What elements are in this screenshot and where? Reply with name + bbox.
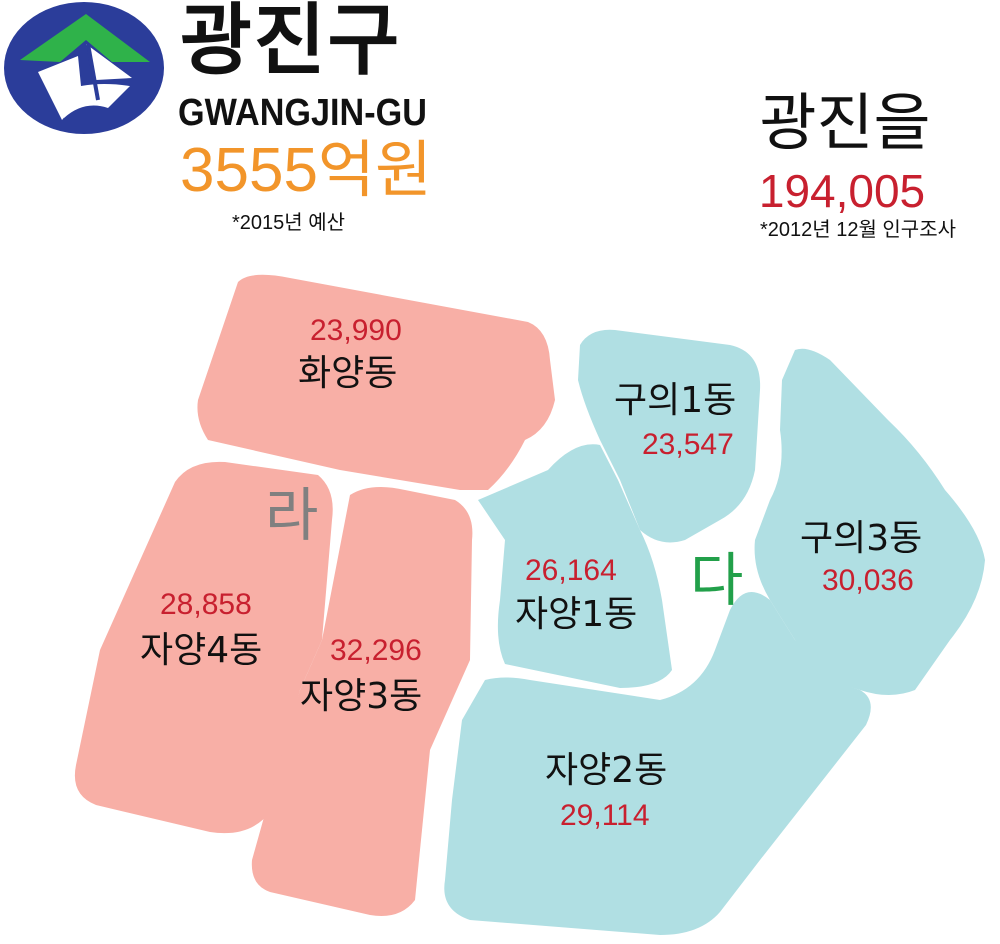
population-jayang1-dong: 26,164 xyxy=(525,554,617,587)
label-jayang3-dong: 자양3동 xyxy=(300,676,422,717)
population-guui3-dong: 30,036 xyxy=(822,564,914,597)
region-jayang4-dong[interactable] xyxy=(74,461,333,834)
region-jayang1-dong[interactable] xyxy=(478,444,672,688)
population-jayang3-dong: 32,296 xyxy=(330,634,422,667)
label-jayang4-dong: 자양4동 xyxy=(140,630,262,671)
label-hwayang-dong: 화양동 xyxy=(298,353,397,394)
budget-note: *2015년 예산 xyxy=(232,212,346,234)
population-note: *2012년 12월 인구조사 xyxy=(759,219,957,241)
region-hwayang-dong[interactable] xyxy=(197,274,555,490)
population-jayang2-dong: 29,114 xyxy=(560,799,650,832)
budget-amount: 3555억원 xyxy=(180,136,433,205)
electoral-district-population: 194,005 xyxy=(758,165,926,217)
population-guui1-dong: 23,547 xyxy=(642,428,734,461)
district-title-korean: 광진구 xyxy=(180,0,402,86)
region-guui3-dong[interactable] xyxy=(754,348,985,695)
population-hwayang-dong: 23,990 xyxy=(310,314,402,347)
district-title-english: GWANGJIN-GU xyxy=(178,92,427,134)
electoral-district-name: 광진을 xyxy=(759,86,931,159)
label-jayang1-dong: 자양1동 xyxy=(515,594,637,635)
zone-label-ra: 라 xyxy=(265,481,318,549)
gwangjin-gu-emblem-icon xyxy=(4,2,164,134)
zone-label-da: 다 xyxy=(690,546,743,614)
label-jayang2-dong: 자양2동 xyxy=(545,750,667,791)
region-guui1-dong[interactable] xyxy=(578,329,761,543)
label-guui1-dong: 구의1동 xyxy=(614,380,736,421)
label-guui3-dong: 구의3동 xyxy=(800,518,922,559)
population-jayang4-dong: 28,858 xyxy=(160,588,252,621)
region-jayang3-dong[interactable] xyxy=(251,486,473,916)
region-jayang2-dong[interactable] xyxy=(444,592,871,935)
